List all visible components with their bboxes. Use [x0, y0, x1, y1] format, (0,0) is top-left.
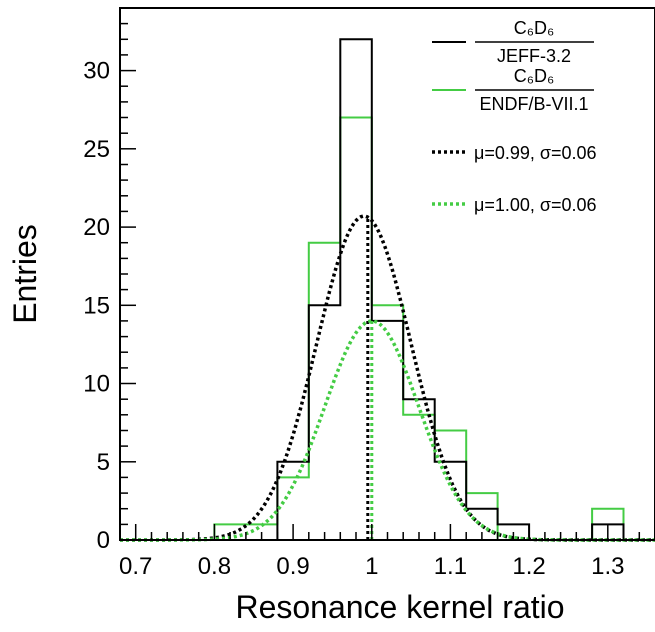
legend-denominator: JEFF-3.2	[497, 46, 571, 66]
x-tick-label: 1.1	[434, 553, 467, 580]
y-tick-label: 5	[97, 449, 110, 476]
x-tick-label: 1.2	[512, 553, 545, 580]
x-tick-label: 0.9	[276, 553, 309, 580]
y-axis-title: Entries	[7, 224, 43, 324]
y-tick-label: 0	[97, 527, 110, 554]
x-tick-label: 1	[365, 553, 378, 580]
y-tick-label: 20	[83, 214, 110, 241]
y-tick-label: 30	[83, 58, 110, 85]
y-tick-label: 25	[83, 136, 110, 163]
x-tick-label: 0.8	[198, 553, 231, 580]
y-tick-label: 10	[83, 371, 110, 398]
axes: 0.7 0.8 0.9 1 1.1 1.2 1.3 0 5 10 15 20 25 30	[83, 7, 641, 580]
x-tick-label: 1.3	[591, 553, 624, 580]
x-tick-label: 0.7	[119, 553, 152, 580]
legend-numerator: C₆D₆	[514, 18, 555, 38]
gaussian-fit-line-1	[120, 319, 655, 542]
x-axis-title: Resonance kernel ratio	[235, 589, 564, 625]
legend-denominator: ENDF/B-VII.1	[479, 94, 588, 114]
legend-fit-label: μ=1.00, σ=0.06	[474, 195, 597, 215]
y-tick-label: 15	[83, 292, 110, 319]
legend-numerator: C₆D₆	[514, 66, 555, 86]
legend-fit-label: μ=0.99, σ=0.06	[474, 143, 597, 163]
